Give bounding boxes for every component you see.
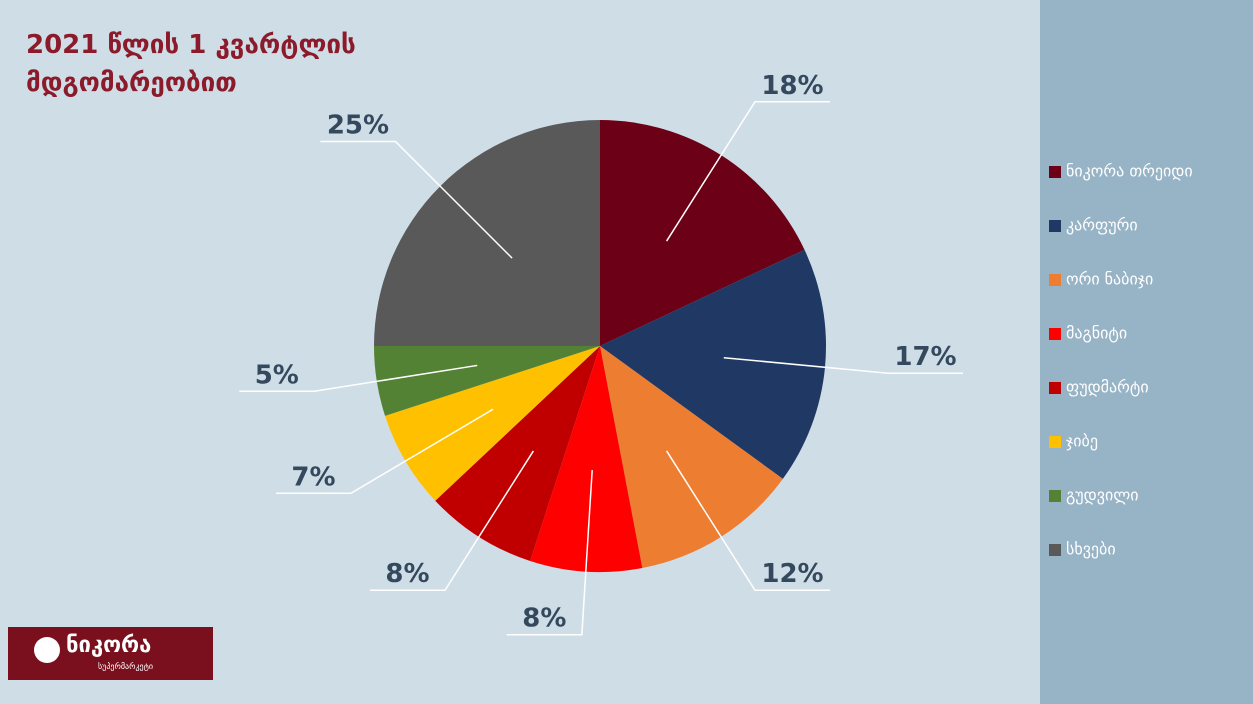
- legend-swatch: [1049, 544, 1061, 556]
- data-label: 5%: [255, 360, 299, 390]
- logo-icon: [34, 637, 60, 663]
- data-label: 8%: [385, 559, 429, 589]
- legend-swatch: [1049, 274, 1061, 286]
- data-label: 12%: [761, 559, 823, 589]
- data-label: 25%: [327, 110, 389, 140]
- legend-label: კარფური: [1066, 216, 1138, 235]
- legend-swatch: [1049, 382, 1061, 394]
- legend-swatch: [1049, 436, 1061, 448]
- legend-label: ორი ნაბიჯი: [1066, 270, 1153, 289]
- chart: 18% 17% 12% 8% 8% 7% 5% 25% ნიკორა თრეიდი კარფური…: [0, 0, 1253, 704]
- legend-swatch: [1049, 328, 1061, 340]
- data-label: 8%: [522, 604, 566, 634]
- legend-label: ჯიბე: [1066, 432, 1098, 451]
- legend-swatch: [1049, 490, 1061, 502]
- logo: ნიკორა სუპერმარკეტი: [8, 627, 213, 680]
- logo-name: ნიკორა: [66, 633, 151, 658]
- legend-label: ფუდმარტი: [1066, 378, 1149, 397]
- legend-label: მაგნიტი: [1066, 324, 1127, 343]
- data-label: 7%: [291, 462, 335, 492]
- data-label: 18%: [761, 71, 823, 101]
- legend-panel: [1040, 0, 1253, 704]
- slide: 18% 17% 12% 8% 8% 7% 5% 25% ნიკორა თრეიდი კარფური…: [0, 0, 1253, 704]
- chart-title: 2021 წლის 1 კვარტლის მდგომარეობით: [26, 26, 386, 102]
- legend-label: გუდვილი: [1066, 486, 1139, 505]
- legend-label: ნიკორა თრეიდი: [1066, 162, 1193, 181]
- legend-swatch: [1049, 166, 1061, 178]
- legend-swatch: [1049, 220, 1061, 232]
- logo-tagline: სუპერმარკეტი: [98, 662, 153, 671]
- legend-label: სხვები: [1066, 540, 1116, 559]
- data-label: 17%: [894, 342, 956, 372]
